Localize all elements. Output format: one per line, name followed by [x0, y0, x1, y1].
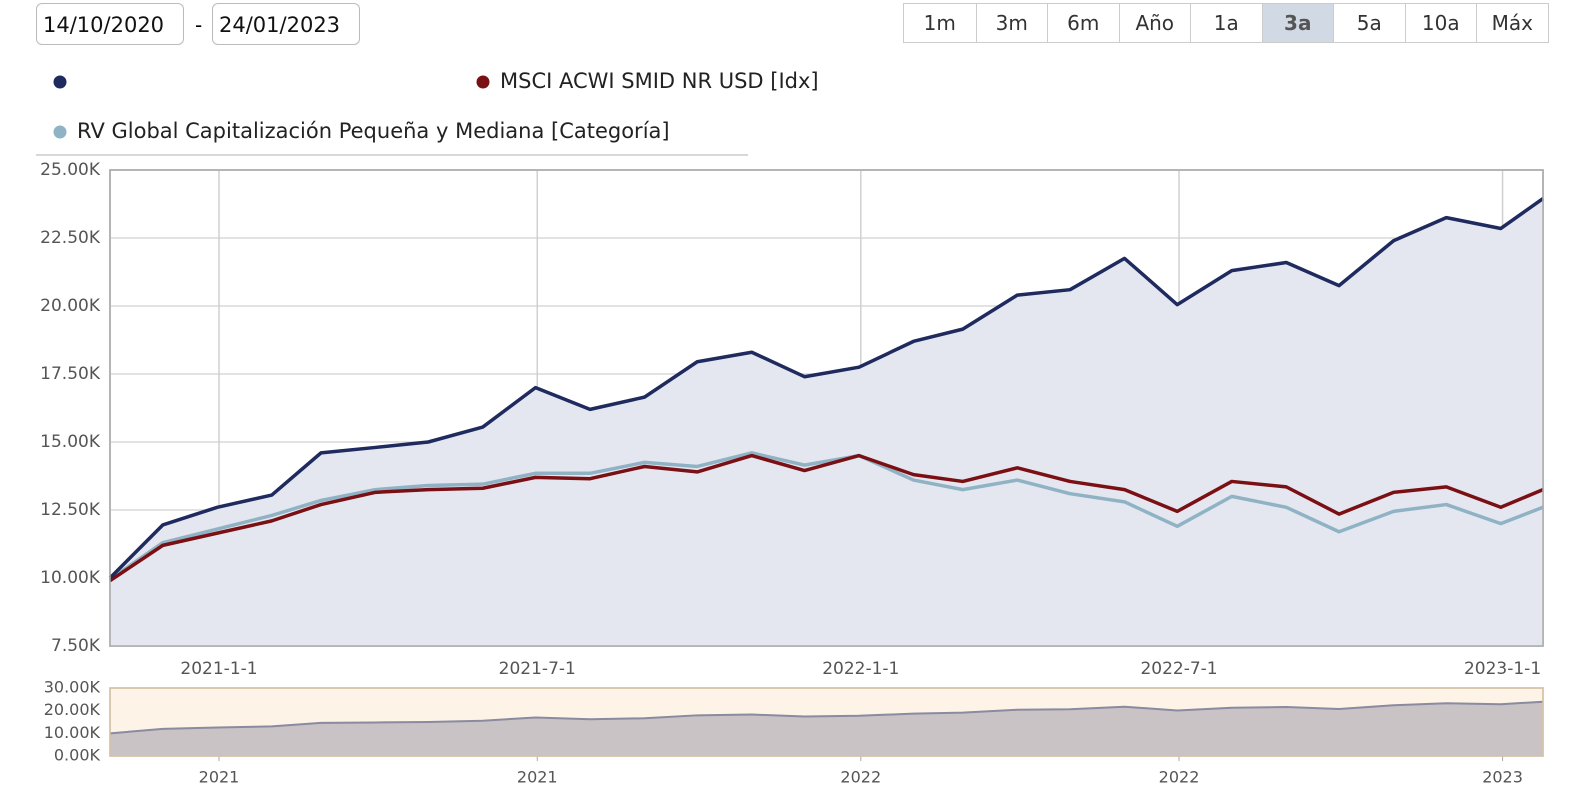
y-tick-label: 10.00K — [44, 723, 101, 742]
y-tick-label: 20.00K — [44, 700, 101, 719]
plot-border — [109, 687, 1544, 757]
range-button[interactable]: Máx — [1476, 4, 1548, 42]
range-button[interactable]: 10a — [1404, 4, 1477, 42]
end-date[interactable]: 24/01/2023 — [212, 3, 360, 45]
line — [109, 700, 1544, 735]
legend-label: MSCI ACWI SMID NR USD [Idx] — [500, 69, 819, 93]
range-button[interactable]: 3a — [1261, 4, 1333, 42]
x-tick-label: 2021 — [199, 768, 240, 787]
y-tick-label: 0.00K — [54, 746, 101, 765]
x-tick-label: 2022 — [840, 768, 881, 787]
area — [110, 198, 1543, 646]
x-tick-label: 2023-1-1 — [1464, 659, 1541, 679]
date-separator: - — [195, 13, 203, 37]
y-tick-label: 10.00K — [40, 568, 101, 588]
range-button[interactable]: 5a — [1333, 4, 1405, 42]
range-button[interactable]: 3m — [975, 4, 1048, 42]
range-button[interactable]: Año — [1118, 4, 1191, 42]
area — [110, 701, 1543, 756]
line — [108, 197, 1545, 580]
y-tick-label: 25.00K — [40, 160, 101, 180]
range-button[interactable]: 1a — [1190, 4, 1262, 42]
y-tick-label: 20.00K — [40, 296, 101, 316]
range-button[interactable]: 1m — [923, 11, 956, 35]
x-tick-label: 2023 — [1482, 768, 1523, 787]
plot-border — [109, 169, 1544, 647]
x-tick-label: 2022-1-1 — [822, 659, 899, 679]
legend-marker — [53, 75, 67, 89]
y-tick-label: 12.50K — [40, 500, 101, 520]
legend-marker — [53, 125, 67, 139]
y-tick-label: 22.50K — [40, 228, 101, 248]
chart: MSCI ACWI SMID NR USD [Idx] RV Global Cap… — [36, 69, 1545, 787]
line — [109, 451, 1544, 581]
y-tick-label: 30.00K — [44, 678, 101, 697]
line — [109, 453, 1544, 583]
y-tick-label: 7.50K — [51, 636, 101, 656]
x-tick-label: 2021-7-1 — [499, 659, 576, 679]
legend-label: RV Global Capitalización Pequeña y Media… — [77, 119, 670, 143]
y-tick-label: 17.50K — [40, 364, 101, 384]
x-tick-label: 2022-7-1 — [1140, 659, 1217, 679]
legend-marker — [476, 75, 490, 89]
x-tick-label: 2021-1-1 — [180, 659, 257, 679]
x-tick-label: 2022 — [1159, 768, 1200, 787]
range-buttons: 1m 3m 6m Año 1a 3a 5a 10a Máx — [903, 3, 1549, 43]
start-date[interactable]: 14/10/2020 — [36, 3, 184, 45]
range-button[interactable]: 6m — [1047, 4, 1119, 42]
y-tick-label: 15.00K — [40, 432, 101, 452]
x-tick-label: 2021 — [517, 768, 558, 787]
